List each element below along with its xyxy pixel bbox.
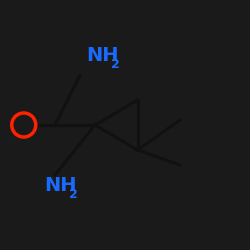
Text: 2: 2	[69, 188, 78, 201]
Text: 2: 2	[111, 58, 120, 71]
Text: NH: NH	[44, 176, 76, 195]
Text: NH: NH	[86, 46, 119, 65]
